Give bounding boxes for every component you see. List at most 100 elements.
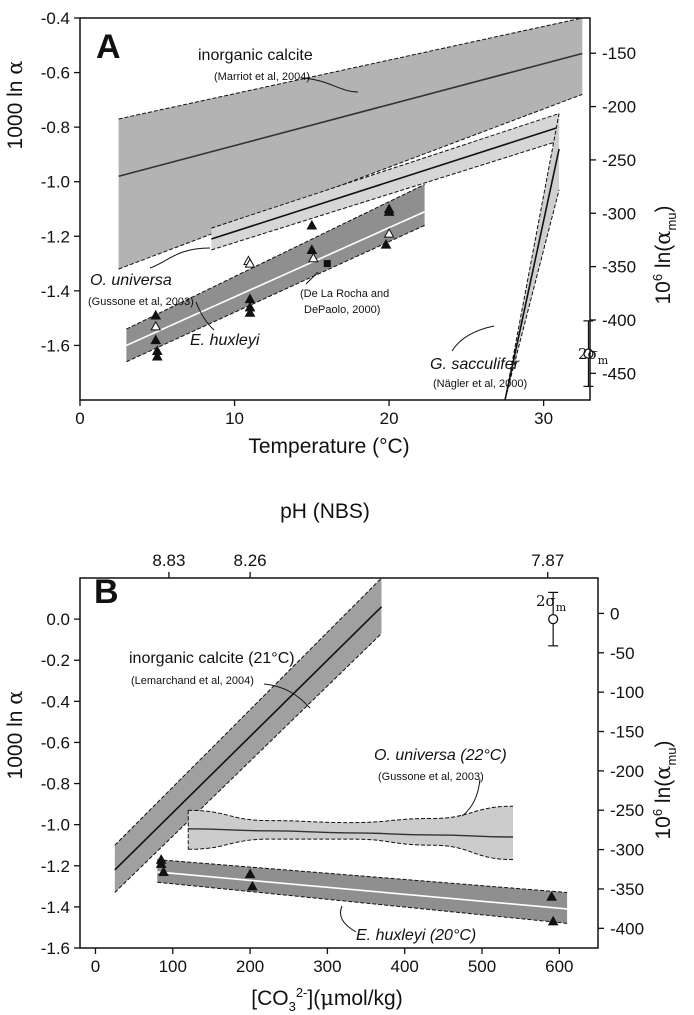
band-ouniversa-b-center bbox=[188, 828, 514, 838]
x-tick-label-b-0: 0 bbox=[91, 957, 100, 976]
marker-b-0-1 bbox=[155, 858, 167, 868]
x-tick-label-a-2: 20 bbox=[380, 409, 399, 428]
marker-a-0-6 bbox=[244, 307, 256, 317]
band-a-2-lower bbox=[126, 224, 425, 363]
band-a-1-center bbox=[211, 126, 560, 240]
y-tick-label-b-5: -0.6 bbox=[41, 733, 70, 752]
y2-tick-label-b-0: -400 bbox=[610, 919, 644, 938]
sigma-label-b: 2σm bbox=[536, 592, 567, 614]
top-tick-label-b-1: 8.26 bbox=[234, 551, 267, 570]
svg-text:106 ln(αmu): 106 ln(αmu) bbox=[650, 740, 679, 839]
marker-b-0-2 bbox=[158, 866, 169, 877]
marker-a-0-3 bbox=[151, 350, 163, 361]
y-axis-label-a: 1000 ln α bbox=[3, 61, 27, 150]
label-inorganic-calcite-b: inorganic calcite (21°C) bbox=[129, 650, 295, 667]
marker-a-1-2 bbox=[244, 258, 256, 268]
marker-a-0-8 bbox=[306, 244, 318, 255]
y-tick-label-b-1: -1.4 bbox=[41, 898, 70, 917]
leader-line-ouniversa-b bbox=[461, 778, 481, 817]
label-inorganic-calcite-a: inorganic calcite bbox=[198, 47, 313, 64]
band-b-0-fill bbox=[114, 578, 382, 893]
marker-b-0-4 bbox=[247, 880, 258, 891]
y2-tick-label-b-4: -200 bbox=[610, 762, 644, 781]
label-e-huxleyi-a: E. huxleyi bbox=[190, 332, 260, 349]
y2-axis-label-b: 106 ln(αmu) bbox=[650, 740, 679, 839]
leader-line-inorganic-b bbox=[263, 683, 311, 709]
band-b-0-lower bbox=[114, 633, 382, 893]
y-tick-label-a-2: -1.2 bbox=[41, 227, 70, 246]
label-o-universa-a: O. universa bbox=[90, 272, 172, 289]
y-tick-label-a-0: -1.6 bbox=[41, 336, 70, 355]
leader-line-ehuxleyi-a bbox=[195, 301, 215, 331]
sigma-label-a: 2σm bbox=[578, 345, 609, 367]
ref-gussone-a: (Gussone et al, 2003) bbox=[88, 296, 194, 308]
y2-tick-label-b-5: -150 bbox=[610, 723, 644, 742]
top-tick-label-b-2: 7.87 bbox=[531, 551, 564, 570]
ref-delarocha-1: (De La Rocha and bbox=[300, 288, 389, 300]
y2-tick-label-b-1: -350 bbox=[610, 880, 644, 899]
y2-tick-label-b-7: -50 bbox=[610, 644, 635, 663]
band-a-3-lower bbox=[504, 189, 560, 400]
label-g-sacculifer: G. sacculifer bbox=[430, 356, 520, 373]
marker-a-0-1 bbox=[150, 334, 162, 345]
marker-a-1-3 bbox=[308, 252, 319, 263]
x-tick-label-b-5: 500 bbox=[468, 957, 496, 976]
band-a-0-lower bbox=[118, 93, 583, 270]
y2-tick-label-b-2: -300 bbox=[610, 841, 644, 860]
marker-a-2-0 bbox=[323, 260, 331, 268]
panel-label-a: A bbox=[96, 28, 121, 66]
band-a-2-center bbox=[126, 210, 425, 347]
y-tick-label-a-1: -1.4 bbox=[41, 282, 70, 301]
marker-b-0-5 bbox=[546, 891, 557, 901]
y2-tick-label-b-6: -100 bbox=[610, 683, 644, 702]
band-ouniversa-b-upper bbox=[188, 805, 514, 824]
plot-group-b: 0 100 200 300 400 500 600 -1.6 -1.4 -1.2 -1.0 -0.8 -… bbox=[41, 551, 644, 976]
y2-tick-label-a-4: -250 bbox=[602, 151, 636, 170]
y-tick-label-b-3: -1.0 bbox=[41, 816, 70, 835]
svg-text:106 ln(αmu): 106 ln(αmu) bbox=[650, 205, 679, 304]
marker-a-0-10 bbox=[383, 206, 395, 216]
ref-delarocha-2: DePaolo, 2000) bbox=[304, 304, 380, 316]
y-tick-label-a-4: -0.8 bbox=[41, 118, 70, 137]
band-a-2-fill bbox=[126, 184, 425, 362]
y2-axis-label-a: 106 ln(αmu) bbox=[650, 205, 679, 304]
marker-b-0-6 bbox=[547, 915, 559, 926]
y-tick-label-b-2: -1.2 bbox=[41, 857, 70, 876]
plot-frame-a bbox=[79, 17, 591, 401]
x-tick-label-b-3: 300 bbox=[313, 957, 341, 976]
band-b-0-center bbox=[114, 606, 383, 871]
x-axis-label-a: Temperature (°C) bbox=[248, 435, 409, 458]
y-tick-label-b-7: -0.2 bbox=[41, 651, 70, 670]
errorbar-b-point bbox=[548, 613, 559, 625]
x-tick-label-b-2: 200 bbox=[236, 957, 264, 976]
band-a-1-lower bbox=[211, 140, 560, 251]
x-tick-label-a-1: 10 bbox=[225, 409, 244, 428]
band-b-1-upper bbox=[157, 859, 568, 893]
svg-text:1000 ln α: 1000 ln α bbox=[3, 61, 27, 150]
label-o-universa-b: O. universa (22°C) bbox=[374, 747, 507, 764]
y2-tick-label-a-1: -400 bbox=[602, 311, 636, 330]
plot-area-a bbox=[118, 18, 583, 400]
ref-lemarchand: (Lemarchand et al, 2004) bbox=[131, 675, 254, 687]
band-ouniversa-b-lower bbox=[188, 838, 514, 861]
svg-text:[CO32-](μmol/kg): [CO32-](μmol/kg) bbox=[251, 985, 402, 1014]
y-tick-label-a-3: -1.0 bbox=[41, 173, 70, 192]
leader-line-derocha bbox=[305, 271, 319, 285]
y-tick-label-a-5: -0.6 bbox=[41, 64, 70, 83]
y-tick-label-b-8: 0.0 bbox=[46, 610, 70, 629]
x-tick-label-b-4: 400 bbox=[391, 957, 419, 976]
panel-label-b: B bbox=[94, 573, 119, 611]
y2-tick-label-b-3: -250 bbox=[610, 801, 644, 820]
plot-area-b bbox=[114, 578, 568, 924]
marker-b-0-3 bbox=[244, 868, 256, 879]
y2-tick-label-a-2: -350 bbox=[602, 258, 636, 277]
y-tick-label-b-0: -1.6 bbox=[41, 939, 70, 958]
band-b-1-fill bbox=[157, 859, 568, 924]
plot-group-a: 0 10 20 30 -1.6 -1.4 -1.2 -1.0 -0.8 -0.6 -0.4 -450 -… bbox=[41, 9, 636, 428]
label-e-huxleyi-b: E. huxleyi (20°C) bbox=[356, 927, 476, 944]
y2-tick-label-a-5: -200 bbox=[602, 98, 636, 117]
marker-a-1-4 bbox=[383, 228, 395, 238]
y-tick-label-b-6: -0.4 bbox=[41, 692, 70, 711]
band-a-3-upper bbox=[504, 113, 560, 400]
